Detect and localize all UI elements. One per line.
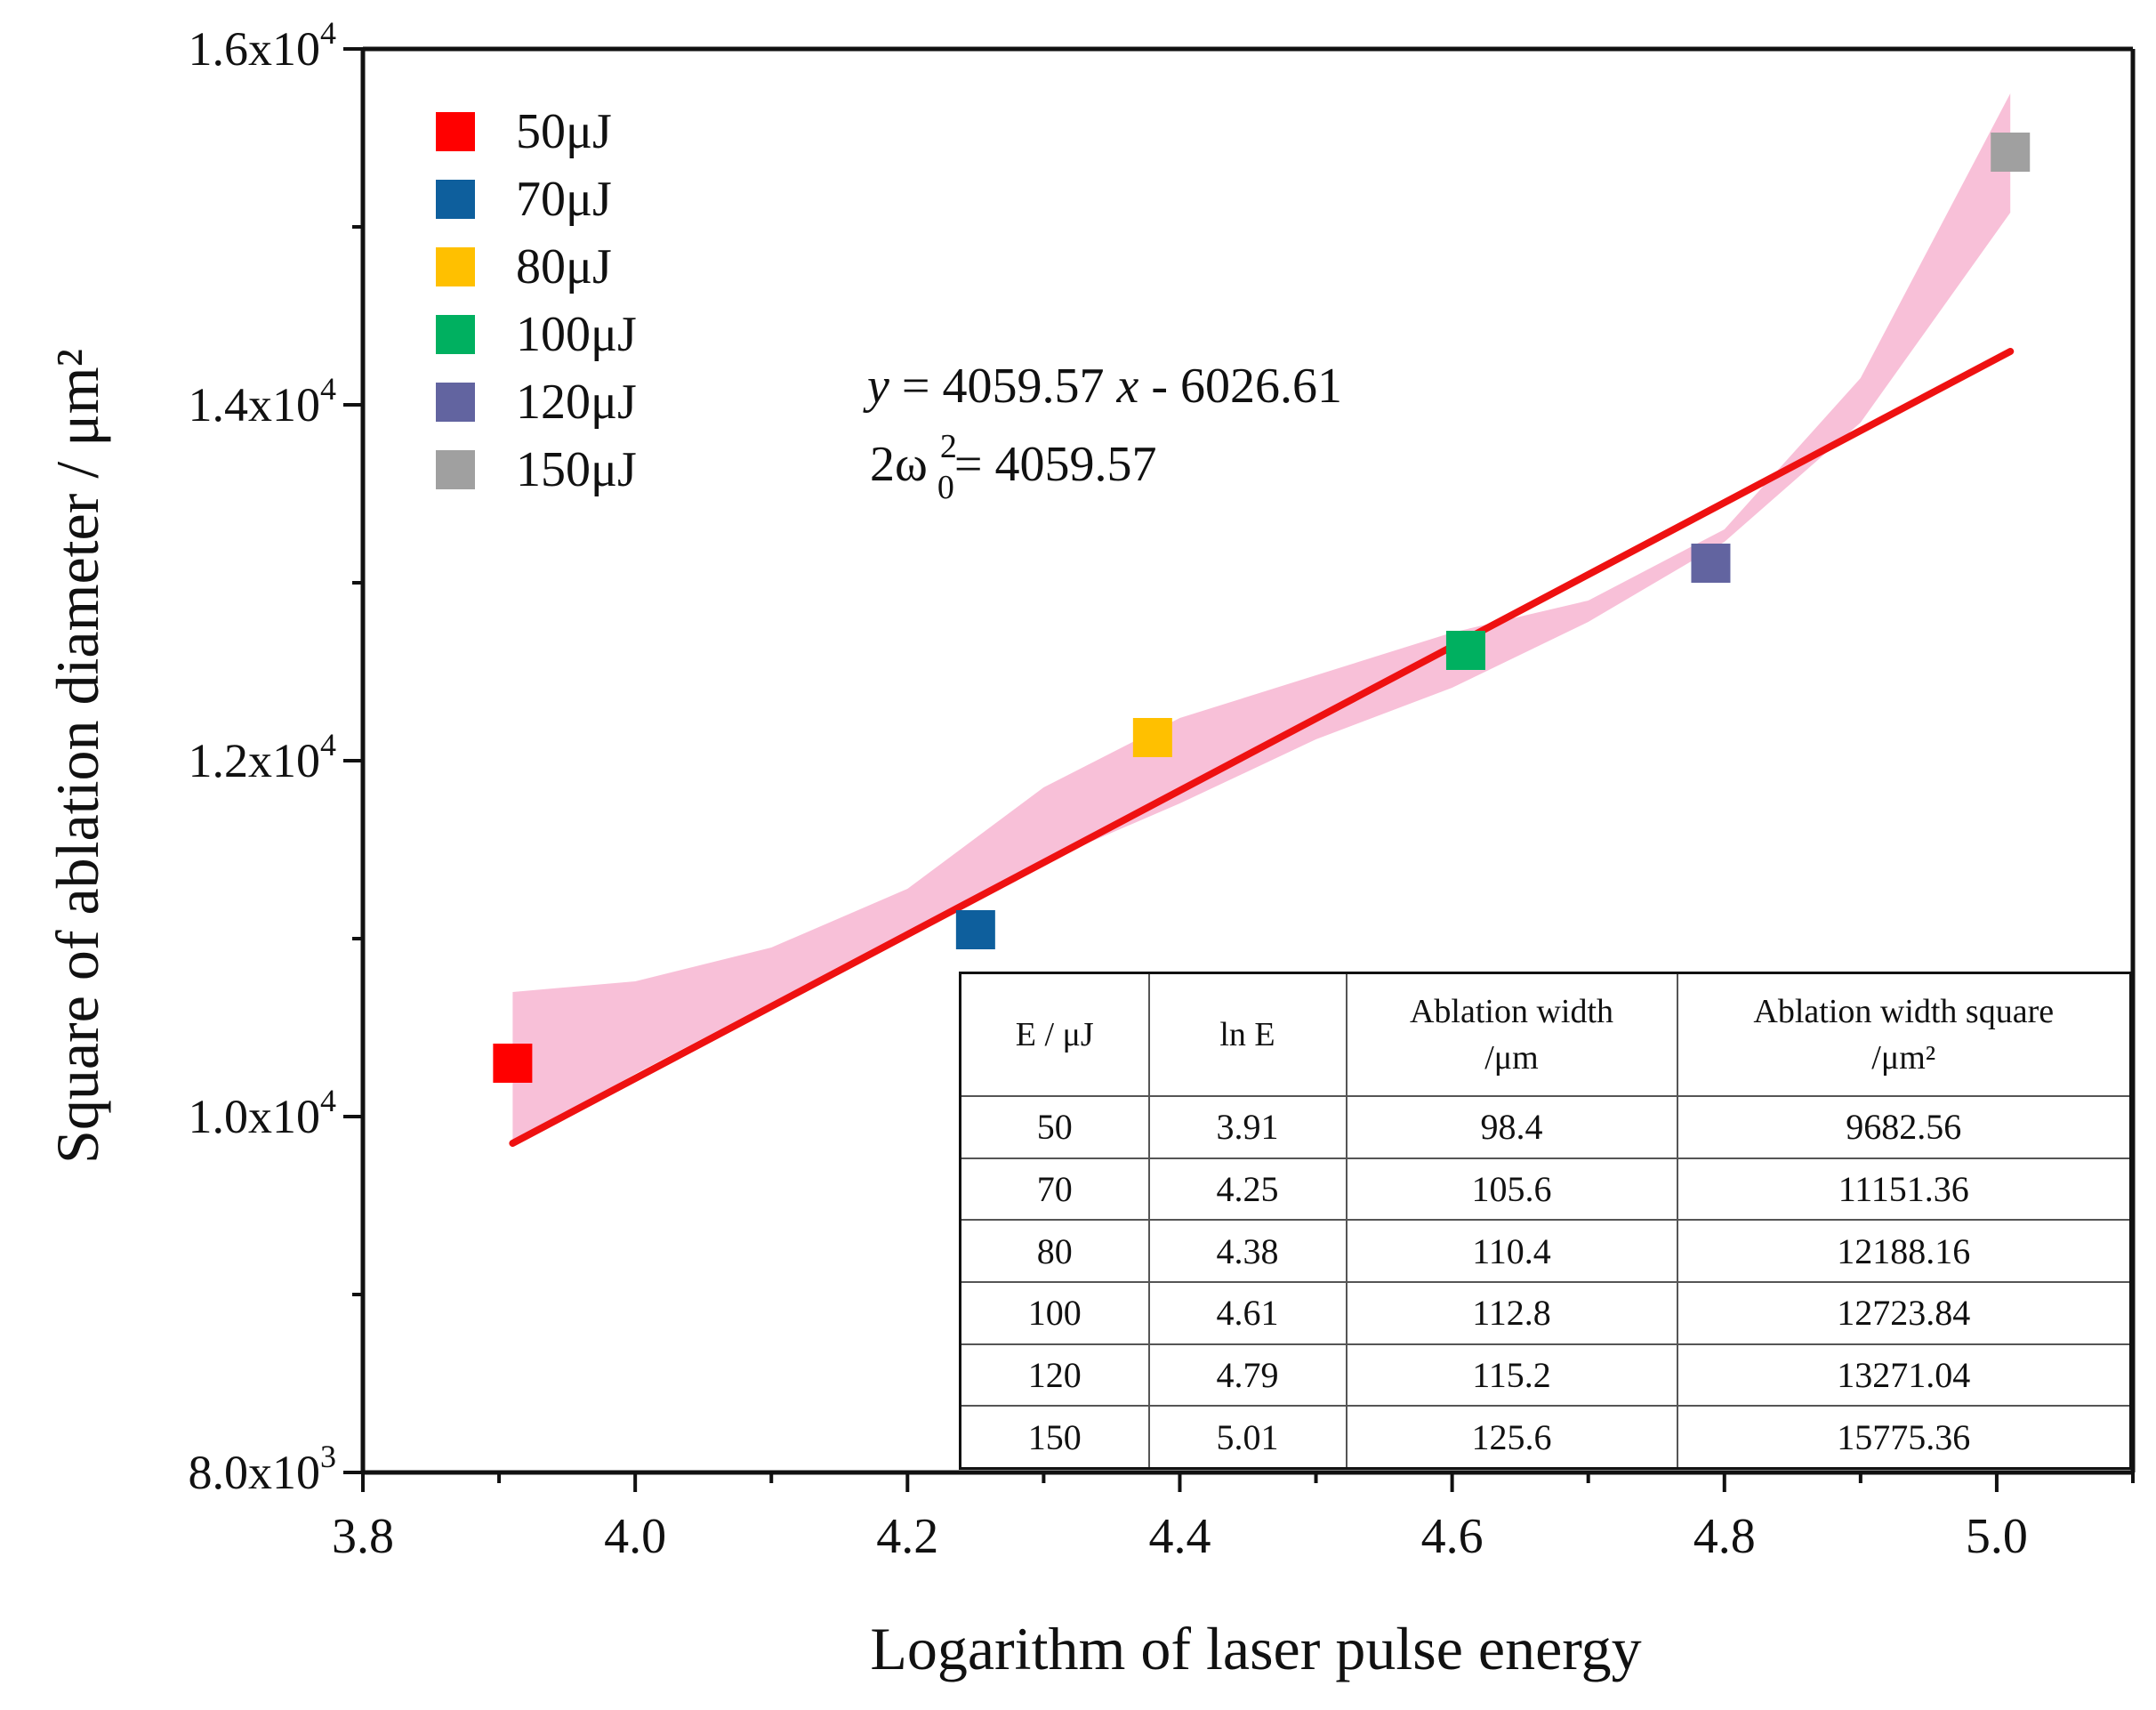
y-tick-label: 8.0x103 [189,1439,337,1499]
legend-swatch [436,180,475,219]
x-tick-label: 4.0 [604,1509,666,1564]
table-header-row: E / μJ ln E Ablation width/μm Ablation w… [959,972,2132,1097]
table-cell: 115.2 [1345,1343,1678,1408]
table-cell: 11151.36 [1676,1157,2132,1222]
table-cell: 50 [959,1095,1150,1159]
legend-swatch [436,383,475,422]
table-header-cell: E / μJ [959,972,1150,1097]
table-cell: 110.4 [1345,1219,1678,1283]
fit-equation: y = 4059.57 x - 6026.61 [863,359,1342,414]
data-point [1691,544,1731,583]
table-cell: 150 [959,1405,1150,1471]
y-tick-label: 1.6x104 [189,15,337,76]
x-axis-label: Logarithm of laser pulse energy [870,1615,1641,1682]
table-cell: 3.91 [1147,1095,1348,1159]
table-cell: 15775.36 [1676,1405,2132,1471]
table-cell: 105.6 [1345,1157,1678,1222]
confidence-band [512,93,2011,1143]
x-tick-label: 5.0 [1966,1509,2028,1564]
table-cell: 4.79 [1147,1343,1348,1408]
table-row: 150 5.01 125.6 15775.36 [959,1405,2132,1471]
table-cell: 5.01 [1147,1405,1348,1471]
table-cell: 120 [959,1343,1150,1408]
beam-radius-annotation: 2ω 2 0= 4059.57 [870,428,1156,506]
data-points-layer [493,133,2031,1083]
table-cell: 9682.56 [1676,1095,2132,1159]
fit-line-layer [509,348,2015,1147]
table-cell: 80 [959,1219,1150,1283]
data-point [955,910,995,949]
legend-label: 70μJ [516,172,612,227]
table-row: 80 4.38 110.4 12188.16 [959,1219,2132,1283]
data-table: E / μJ ln E Ablation width/μm Ablation w… [959,972,2132,1471]
y-tick-label: 1.0x104 [189,1083,337,1143]
legend: 50μJ 70μJ 80μJ 100μJ 120μJ 150μJ [436,104,637,497]
y-tick-label: 1.4x104 [189,371,337,432]
table-cell: 4.25 [1147,1157,1348,1222]
table-cell: 98.4 [1345,1095,1678,1159]
table-row: 120 4.79 115.2 13271.04 [959,1343,2132,1408]
x-tick-label: 4.6 [1421,1509,1484,1564]
table-cell: 4.61 [1147,1280,1348,1345]
legend-swatch [436,112,475,151]
legend-label: 120μJ [516,375,637,430]
table-header-cell: ln E [1147,972,1348,1097]
table-cell: 4.38 [1147,1219,1348,1283]
legend-label: 50μJ [516,104,612,159]
table-cell: 12188.16 [1676,1219,2132,1283]
legend-label: 80μJ [516,239,612,294]
table-row: 50 3.91 98.4 9682.56 [959,1095,2132,1159]
y-tick-label: 1.2x104 [189,727,337,787]
x-tick-label: 4.4 [1148,1509,1211,1564]
data-point [1132,718,1172,757]
x-tick-label: 3.8 [332,1509,394,1564]
legend-swatch [436,247,475,286]
legend-swatch [436,315,475,354]
legend-label: 150μJ [516,442,637,497]
table-cell: 112.8 [1345,1280,1678,1345]
data-point [1991,133,2031,172]
data-point [493,1044,533,1083]
table-cell: 125.6 [1345,1405,1678,1471]
legend-swatch [436,450,475,489]
table-header-cell: Ablation width square/μm² [1676,972,2132,1097]
legend-label: 100μJ [516,307,637,362]
fit-line [509,348,2015,1147]
x-tick-label: 4.8 [1693,1509,1756,1564]
table-cell: 12723.84 [1676,1280,2132,1345]
x-tick-label: 4.2 [876,1509,938,1564]
confidence-band-layer [512,93,2011,1143]
table-cell: 13271.04 [1676,1343,2132,1408]
table-cell: 70 [959,1157,1150,1222]
table-header-cell: Ablation width/μm [1345,972,1678,1097]
data-point [1445,631,1485,670]
table-row: 70 4.25 105.6 11151.36 [959,1157,2132,1222]
table-cell: 100 [959,1280,1150,1345]
table-row: 100 4.61 112.8 12723.84 [959,1280,2132,1345]
axes-layer: 3.8 4.0 4.2 4.4 4.6 4.8 5.0 8.0x103 1.0x104 1.2x1… [189,15,2136,1564]
y-axis-label: Square of ablation diameter / μm² [44,349,111,1164]
